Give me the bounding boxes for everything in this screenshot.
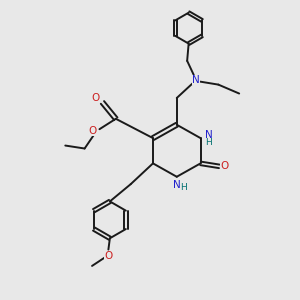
Text: O: O: [220, 161, 228, 171]
Text: O: O: [92, 93, 100, 103]
Text: O: O: [104, 251, 112, 261]
Text: N: N: [173, 180, 181, 190]
Text: H: H: [206, 138, 212, 147]
Text: N: N: [192, 75, 200, 85]
Text: N: N: [205, 130, 213, 140]
Text: O: O: [89, 126, 97, 136]
Text: H: H: [180, 183, 187, 192]
